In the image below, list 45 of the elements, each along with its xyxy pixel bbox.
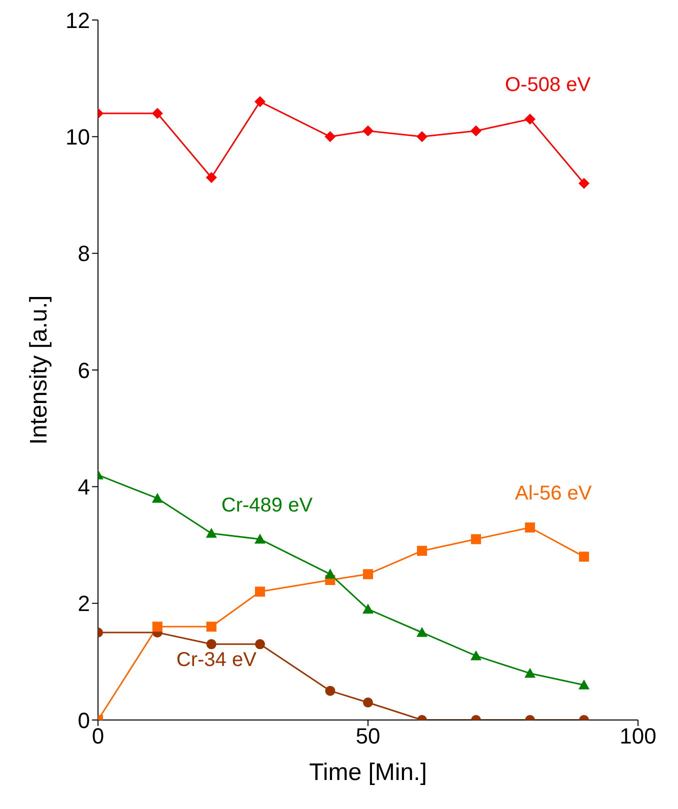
point <box>152 108 163 119</box>
series-label: Cr-489 eV <box>221 494 314 516</box>
point <box>417 546 427 556</box>
series-label: Cr-34 eV <box>176 649 258 672</box>
point <box>324 568 336 579</box>
point <box>578 178 590 189</box>
point <box>255 639 265 650</box>
point <box>471 534 481 544</box>
y-tick-label: 10 <box>66 124 90 150</box>
y-tick-label: 0 <box>78 708 90 733</box>
series-label: O-508 eV <box>505 74 592 96</box>
point <box>206 639 216 650</box>
y-tick-label: 2 <box>78 591 90 616</box>
point <box>524 114 536 125</box>
y-tick-label: 6 <box>78 358 90 383</box>
point <box>152 622 162 632</box>
point <box>470 650 482 660</box>
point <box>206 622 216 632</box>
point <box>254 96 266 108</box>
point <box>416 627 428 637</box>
series-label: Al-56 eV <box>515 482 592 504</box>
point <box>363 698 373 708</box>
point <box>325 686 336 696</box>
point <box>362 125 374 136</box>
point <box>416 131 428 142</box>
point <box>206 172 217 183</box>
y-tick-label: 8 <box>78 241 90 266</box>
y-axis-title: Intensity [a.u.] <box>26 295 53 445</box>
point <box>362 604 374 614</box>
point <box>255 586 265 597</box>
point <box>363 569 373 580</box>
point <box>206 528 217 538</box>
point <box>579 552 589 562</box>
y-tick-label: 12 <box>66 8 90 33</box>
point <box>152 492 163 503</box>
point <box>470 125 482 136</box>
point <box>324 131 336 142</box>
x-axis-title: Time [Min.] <box>309 759 427 786</box>
x-tick-label: 100 <box>620 724 656 749</box>
point <box>254 534 266 544</box>
point <box>525 522 535 532</box>
point <box>524 668 536 678</box>
point <box>578 680 590 690</box>
y-tick-label: 4 <box>78 474 90 500</box>
x-tick-label: 50 <box>356 724 380 749</box>
